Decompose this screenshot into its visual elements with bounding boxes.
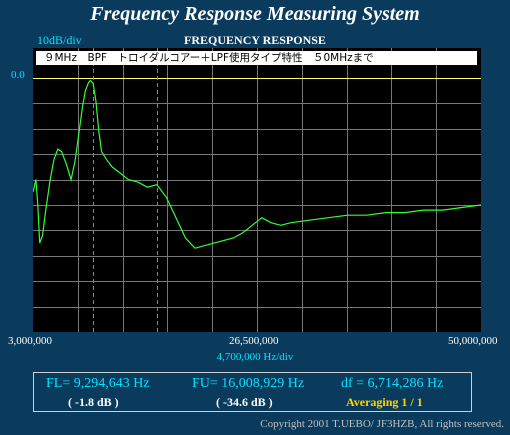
y-top-label: 0.0 (11, 69, 25, 81)
x-label-end: 50,000,000 (448, 335, 498, 347)
plot-svg (33, 48, 481, 332)
readout-panel: FL= 9,294,643 Hz FU= 16,008,929 Hz df = … (33, 372, 472, 412)
x-label-center: 26,500,000 (229, 335, 279, 347)
response-trace-0 (33, 79, 481, 249)
x-scale-label: 4,700,000 Hz/div (216, 351, 294, 363)
copyright-text: Copyright 2001 T.UEBO/ JF3HZB, All right… (260, 418, 504, 430)
memo-bar[interactable]: ９MHz BPF トロイダルコアー＋LPF使用タイプ特性 ５0MHzまで (36, 51, 477, 65)
df-readout: df = 6,714,286 Hz (341, 376, 444, 391)
fl-readout: FL= 9,294,643 Hz (46, 376, 150, 391)
averaging-readout: Averaging 1 / 1 (346, 395, 423, 409)
x-label-start: 3,000,000 (8, 335, 52, 347)
fu-readout: FU= 16,008,929 Hz (192, 376, 305, 391)
app-title: Frequency Response Measuring System (90, 3, 420, 25)
fl-db-readout: ( -1.8 dB ) (68, 395, 119, 409)
fu-db-readout: ( -34.6 dB ) (216, 395, 273, 409)
plot-title: FREQUENCY RESPONSE (184, 33, 326, 47)
y-scale-label: 10dB/div (37, 33, 82, 47)
plot-area[interactable] (33, 48, 481, 332)
